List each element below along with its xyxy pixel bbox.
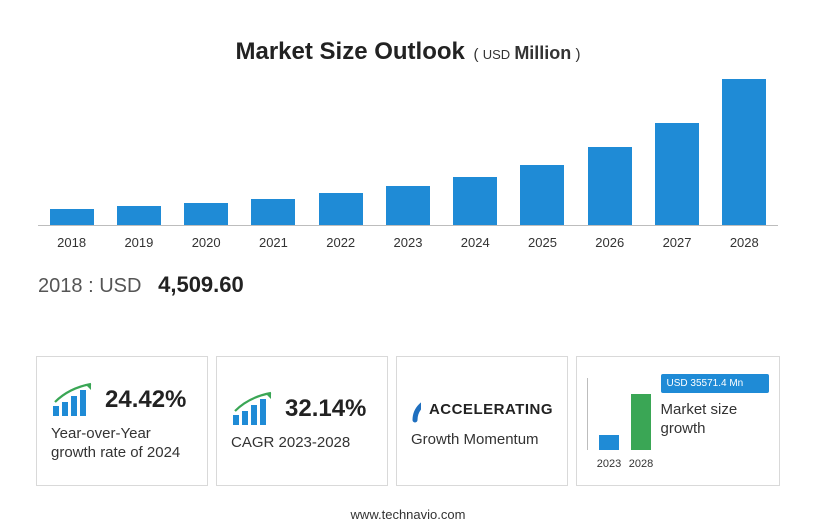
mini-chart: 2023 2028	[587, 374, 653, 470]
xaxis-label: 2024	[442, 235, 509, 250]
mini-label: 2028	[627, 458, 655, 470]
highlight-value: 4,509.60	[158, 272, 244, 297]
card-cagr: 32.14% CAGR 2023-2028	[216, 356, 388, 486]
mini-bar	[599, 435, 619, 450]
xaxis-label: 2027	[643, 235, 710, 250]
market-size-chart: 2018201920202021202220232024202520262027…	[38, 80, 778, 250]
xaxis-label: 2028	[711, 235, 778, 250]
footer-source: www.technavio.com	[0, 507, 816, 522]
card-momentum-top: ACCELERATING	[411, 394, 553, 424]
yoy-desc: Year-over-Year growth rate of 2024	[51, 424, 193, 463]
unit-paren-close: )	[575, 46, 580, 63]
bars-arrow-up-icon	[51, 382, 97, 418]
xaxis-label: 2026	[576, 235, 643, 250]
badge-value: 35571.4 Mn	[690, 378, 743, 389]
bar-slot	[173, 203, 240, 225]
xaxis-label: 2019	[105, 235, 172, 250]
bar-slot	[576, 147, 643, 225]
highlight-year: 2018	[38, 275, 83, 297]
bar-slot	[509, 165, 576, 225]
bar	[251, 199, 295, 225]
bar	[588, 147, 632, 225]
momentum-value: ACCELERATING	[429, 401, 553, 418]
card-yoy-top: 24.42%	[51, 382, 193, 418]
card-growth: 2023 2028 USD 35571.4 Mn Market size grow…	[576, 356, 780, 486]
xaxis-label: 2022	[307, 235, 374, 250]
bar-slot	[240, 199, 307, 225]
cagr-value: 32.14%	[285, 395, 366, 423]
highlight-sep: :	[88, 275, 99, 297]
card-cagr-top: 32.14%	[231, 391, 373, 427]
xaxis-label: 2025	[509, 235, 576, 250]
unit-million: Million	[514, 43, 571, 63]
bar	[386, 186, 430, 225]
bar-slot	[711, 79, 778, 225]
bar-slot	[105, 206, 172, 225]
bar	[319, 193, 363, 225]
xaxis-label: 2020	[173, 235, 240, 250]
growth-desc: Market size growth	[661, 401, 770, 439]
badge-usd: USD	[667, 378, 688, 389]
unit-paren-open: (	[474, 46, 479, 63]
bar-slot	[307, 193, 374, 225]
mini-chart-axis	[587, 378, 588, 450]
card-yoy: 24.42% Year-over-Year growth rate of 202…	[36, 356, 208, 486]
growth-content: 2023 2028 USD 35571.4 Mn Market size grow…	[587, 374, 769, 470]
bar-slot	[374, 186, 441, 225]
chart-bars-container	[38, 80, 778, 226]
growth-right: USD 35571.4 Mn Market size growth	[661, 374, 770, 439]
metrics-cards: 24.42% Year-over-Year growth rate of 202…	[36, 356, 780, 486]
chart-title-row: Market Size Outlook ( USD Million )	[0, 0, 816, 80]
highlight-value-row: 2018 : USD 4,509.60	[38, 272, 816, 298]
xaxis-label: 2021	[240, 235, 307, 250]
gauge-icon	[411, 394, 421, 424]
chart-unit: ( USD Million )	[469, 46, 580, 63]
unit-usd: USD	[483, 47, 510, 62]
chart-xaxis: 2018201920202021202220232024202520262027…	[38, 235, 778, 250]
bar-slot	[38, 209, 105, 225]
chart-title: Market Size Outlook	[236, 38, 465, 65]
mini-label: 2023	[595, 458, 623, 470]
xaxis-label: 2018	[38, 235, 105, 250]
cagr-desc: CAGR 2023-2028	[231, 433, 373, 453]
bar	[722, 79, 766, 225]
bar	[184, 203, 228, 225]
bar	[520, 165, 564, 225]
bars-arrow-up-icon	[231, 391, 277, 427]
bar	[117, 206, 161, 225]
mini-bar	[631, 394, 651, 450]
bar-slot	[442, 177, 509, 225]
momentum-desc: Growth Momentum	[411, 430, 553, 450]
bar	[50, 209, 94, 225]
bar	[655, 123, 699, 225]
card-momentum: ACCELERATING Growth Momentum	[396, 356, 568, 486]
highlight-currency: USD	[99, 275, 141, 297]
growth-badge: USD 35571.4 Mn	[661, 374, 770, 393]
bar-slot	[643, 123, 710, 225]
xaxis-label: 2023	[374, 235, 441, 250]
bar	[453, 177, 497, 225]
yoy-value: 24.42%	[105, 386, 186, 414]
